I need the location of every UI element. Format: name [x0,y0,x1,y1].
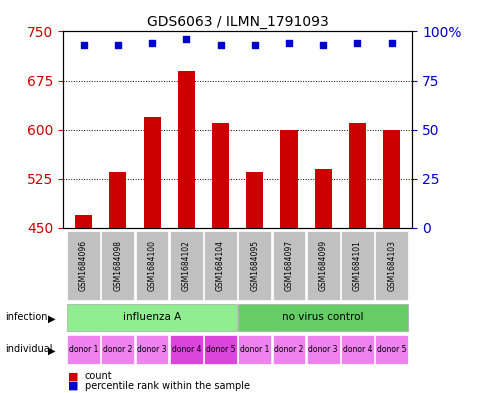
Text: donor 3: donor 3 [308,345,337,354]
FancyBboxPatch shape [101,335,134,364]
Text: individual: individual [5,344,52,354]
Point [148,40,156,46]
Text: ■: ■ [68,371,78,382]
Text: GSM1684097: GSM1684097 [284,240,293,291]
Text: ▶: ▶ [47,314,55,323]
FancyBboxPatch shape [306,231,339,300]
FancyBboxPatch shape [136,231,168,300]
FancyBboxPatch shape [340,335,373,364]
Text: donor 4: donor 4 [342,345,371,354]
Text: ■: ■ [68,381,78,391]
Bar [143,117,160,228]
FancyBboxPatch shape [67,335,100,364]
FancyBboxPatch shape [101,231,134,300]
FancyBboxPatch shape [238,231,271,300]
FancyBboxPatch shape [67,231,100,300]
Bar [280,130,297,228]
FancyBboxPatch shape [136,335,168,364]
Text: GSM1684104: GSM1684104 [215,240,225,291]
FancyBboxPatch shape [204,335,237,364]
Bar [246,172,263,228]
Text: GSM1684099: GSM1684099 [318,240,327,291]
FancyBboxPatch shape [238,304,408,331]
Text: influenza A: influenza A [122,312,181,322]
Text: donor 4: donor 4 [171,345,201,354]
FancyBboxPatch shape [340,231,373,300]
Point [114,42,121,48]
FancyBboxPatch shape [204,231,237,300]
Point [318,42,326,48]
Title: GDS6063 / ILMN_1791093: GDS6063 / ILMN_1791093 [147,15,328,29]
Text: donor 1: donor 1 [240,345,269,354]
Text: GSM1684102: GSM1684102 [182,240,190,291]
Text: donor 5: donor 5 [205,345,235,354]
Text: GSM1684101: GSM1684101 [352,240,361,291]
Point [182,36,190,42]
Text: count: count [85,371,112,382]
FancyBboxPatch shape [169,231,202,300]
Text: GSM1684095: GSM1684095 [250,240,259,291]
Text: donor 2: donor 2 [274,345,303,354]
FancyBboxPatch shape [375,231,408,300]
Point [216,42,224,48]
Point [79,42,87,48]
Bar [109,172,126,228]
Text: donor 2: donor 2 [103,345,132,354]
FancyBboxPatch shape [169,335,202,364]
Text: GSM1684096: GSM1684096 [79,240,88,291]
FancyBboxPatch shape [375,335,408,364]
Bar [348,123,365,228]
Bar [314,169,331,228]
Point [285,40,292,46]
Text: ▶: ▶ [47,345,55,356]
Text: no virus control: no virus control [282,312,363,322]
Text: donor 5: donor 5 [376,345,406,354]
FancyBboxPatch shape [272,231,305,300]
Text: donor 1: donor 1 [69,345,98,354]
Bar [382,130,399,228]
FancyBboxPatch shape [272,335,305,364]
Text: percentile rank within the sample: percentile rank within the sample [85,381,249,391]
Point [353,40,361,46]
Text: GSM1684098: GSM1684098 [113,240,122,291]
FancyBboxPatch shape [238,335,271,364]
Point [387,40,395,46]
Text: infection: infection [5,312,47,322]
Text: donor 3: donor 3 [137,345,166,354]
Text: GSM1684103: GSM1684103 [386,240,395,291]
Bar [75,215,92,228]
Point [250,42,258,48]
Bar [177,71,195,228]
FancyBboxPatch shape [67,304,237,331]
Bar [212,123,228,228]
Text: GSM1684100: GSM1684100 [147,240,156,291]
FancyBboxPatch shape [306,335,339,364]
